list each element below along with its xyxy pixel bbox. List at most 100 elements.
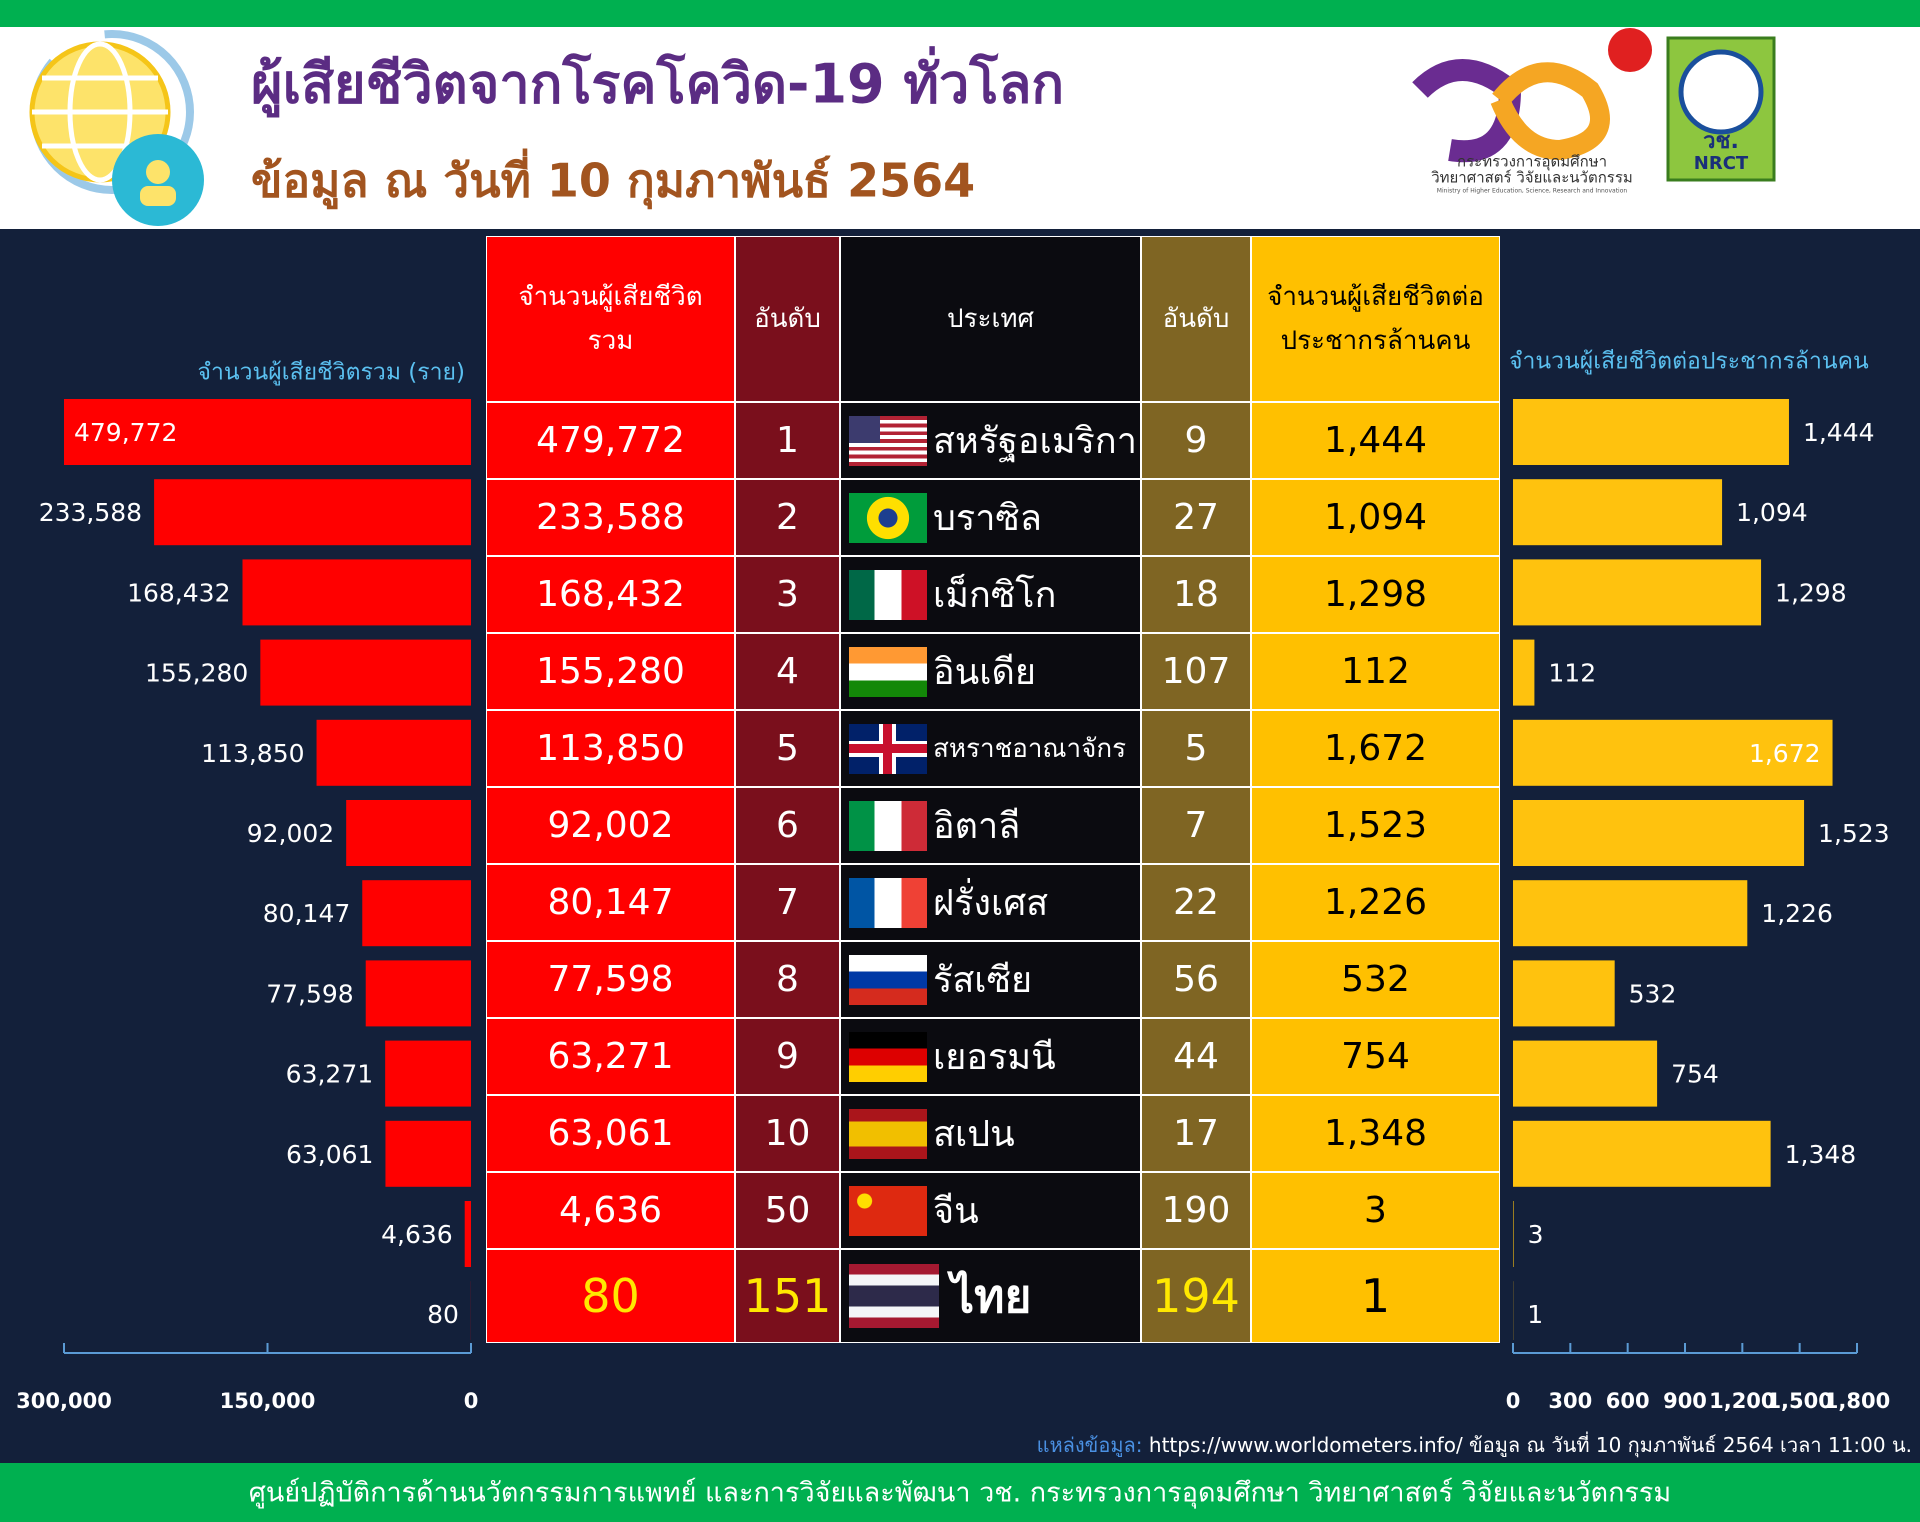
- value-label: 754: [1671, 1060, 1719, 1089]
- flag: [849, 1031, 927, 1082]
- country-cell: ฝรั่งเศส: [840, 864, 1141, 941]
- value-cell: 22: [1141, 864, 1251, 941]
- value-label: 1: [1527, 1300, 1543, 1329]
- country-cell: สหราชอาณาจักร: [840, 710, 1141, 787]
- cell-text: 113,850: [536, 728, 685, 769]
- value-cell: 1: [1251, 1249, 1500, 1343]
- cell-text: 50: [764, 1190, 811, 1231]
- value-cell: 8: [735, 941, 840, 1018]
- bar: [1513, 719, 1833, 786]
- bar: [1513, 880, 1748, 947]
- country-cell: อิตาลี: [840, 787, 1141, 864]
- bar: [385, 1120, 471, 1187]
- x-tick-label: 150,000: [220, 1389, 316, 1413]
- country-cell: อินเดีย: [840, 633, 1141, 710]
- value-label: 3: [1528, 1220, 1544, 1249]
- bar: [316, 719, 471, 786]
- flag: [849, 954, 927, 1005]
- subtitle: ข้อมูล ณ วันที่ 10 กุมภาพันธ์ 2564: [251, 149, 975, 210]
- value-cell: 155,280: [486, 633, 735, 710]
- bar: [64, 399, 471, 465]
- cell-text: 5: [1184, 728, 1208, 769]
- country-cell: เม็กซิโก: [840, 556, 1141, 633]
- bar: [242, 559, 471, 626]
- cell-text: 63,061: [547, 1113, 674, 1154]
- cell-text: 2: [776, 497, 799, 538]
- cell-text: เม็กซิโก: [933, 575, 1057, 616]
- country-cell: เยอรมนี: [840, 1018, 1141, 1095]
- value-label: 1,348: [1785, 1140, 1857, 1169]
- cell-text: 1: [776, 420, 799, 461]
- value-cell: 27: [1141, 479, 1251, 556]
- cell-text: 190: [1161, 1190, 1231, 1231]
- x-tick-label: 1,500: [1766, 1389, 1832, 1413]
- cell-text: ไทย: [951, 1268, 1032, 1323]
- flag: [849, 1108, 927, 1159]
- value-label: 1,298: [1775, 578, 1847, 607]
- cell-text: 4,636: [558, 1190, 663, 1231]
- cell-text: 1,348: [1323, 1113, 1428, 1154]
- header-cell: อันดับ: [735, 236, 840, 402]
- value-cell: 17: [1141, 1095, 1251, 1172]
- axis-title: จำนวนผู้เสียชีวิตรวม (ราย): [198, 360, 466, 386]
- value-cell: 2: [735, 479, 840, 556]
- bar: [464, 1201, 471, 1267]
- value-cell: 6: [735, 787, 840, 864]
- value-label: 532: [1629, 979, 1677, 1008]
- value-label: 155,280: [145, 659, 248, 688]
- cell-text: บราซิล: [933, 498, 1042, 539]
- bar: [260, 639, 471, 706]
- globe-icon: [29, 30, 204, 226]
- value-label: 80,147: [263, 899, 350, 928]
- cell-text: อันดับ: [754, 303, 821, 334]
- cell-text: 151: [743, 1269, 832, 1323]
- cell-text: อิตาลี: [933, 806, 1021, 847]
- cell-text: ฝรั่งเศส: [933, 883, 1049, 924]
- cell-text: 7: [776, 882, 799, 923]
- value-cell: 1,226: [1251, 864, 1500, 941]
- flag: [849, 569, 927, 620]
- value-cell: 1,348: [1251, 1095, 1500, 1172]
- value-cell: 1,094: [1251, 479, 1500, 556]
- cell-text: สหรัฐอเมริกา: [933, 421, 1137, 462]
- x-tick-label: 0: [464, 1389, 479, 1413]
- value-label: 479,772: [74, 418, 177, 447]
- value-cell: 532: [1251, 941, 1500, 1018]
- source: แหล่งข้อมูล: https://www.worldometers.in…: [1037, 1431, 1912, 1458]
- value-cell: 63,061: [486, 1095, 735, 1172]
- value-cell: 107: [1141, 633, 1251, 710]
- flag: [849, 1185, 927, 1236]
- cell-text: 233,588: [536, 497, 685, 538]
- cell-text: 92,002: [547, 805, 674, 846]
- value-label: 1,444: [1803, 418, 1875, 447]
- cell-text: เยอรมนี: [933, 1037, 1056, 1078]
- logo-text: กระทรวงการอุดมศึกษา: [1457, 153, 1607, 172]
- cell-text: 4: [776, 651, 799, 692]
- bars: [64, 399, 471, 1340]
- cell-text: 18: [1173, 574, 1219, 615]
- value-cell: 1,523: [1251, 787, 1500, 864]
- cell-text: 1,094: [1323, 497, 1428, 538]
- value-cell: 233,588: [486, 479, 735, 556]
- value-cell: 113,850: [486, 710, 735, 787]
- value-cell: 1,672: [1251, 710, 1500, 787]
- cell-text: 17: [1173, 1113, 1219, 1154]
- x-tick-label: 300,000: [16, 1389, 112, 1413]
- value-cell: 190: [1141, 1172, 1251, 1249]
- value-cell: 112: [1251, 633, 1500, 710]
- cell-text: 80: [581, 1269, 640, 1323]
- cell-text: 9: [776, 1036, 799, 1077]
- bar: [1513, 479, 1723, 546]
- cell-text: 107: [1161, 651, 1231, 692]
- cell-text: 168,432: [536, 574, 685, 615]
- bar: [1513, 1040, 1658, 1107]
- cell-text: อันดับ: [1162, 303, 1230, 334]
- value-cell: 92,002: [486, 787, 735, 864]
- cell-text: 6: [776, 805, 799, 846]
- cell-text: ประเทศ: [947, 303, 1034, 334]
- flag: [849, 1264, 939, 1328]
- cell-text: 56: [1173, 959, 1219, 1000]
- value-cell: 7: [1141, 787, 1251, 864]
- country-cell: สเปน: [840, 1095, 1141, 1172]
- value-cell: 3: [735, 556, 840, 633]
